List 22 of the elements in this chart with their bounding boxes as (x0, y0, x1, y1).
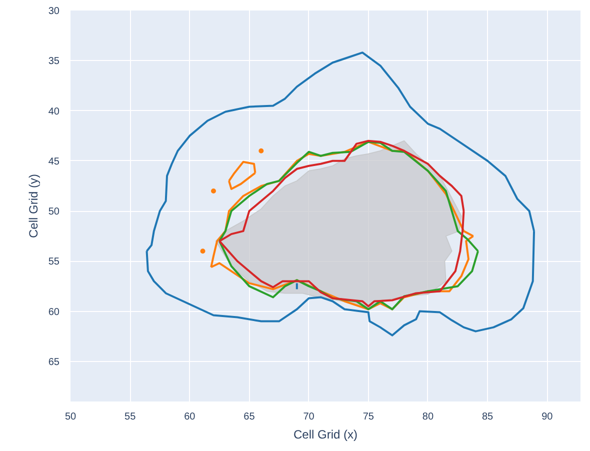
point (200, 248, 206, 254)
x-tick-label: 85 (482, 412, 494, 422)
x-tick-label: 90 (542, 412, 554, 422)
x-tick-label: 60 (184, 412, 196, 422)
y-tick-label: 35 (48, 56, 60, 68)
x-tick-label: 80 (422, 412, 434, 422)
y-tick-label: 40 (48, 106, 60, 118)
point (258, 148, 264, 154)
y-tick-label: 50 (48, 206, 60, 218)
x-axis-title: Cell Grid (x) (294, 428, 358, 442)
x-tick-label: 70 (303, 412, 315, 422)
point (210, 188, 216, 194)
x-tick-label: 50 (64, 412, 76, 422)
y-tick-label: 60 (48, 306, 60, 318)
y-tick-label: 45 (48, 156, 60, 168)
x-tick-label: 55 (124, 412, 136, 422)
y-tick-label: 30 (48, 6, 60, 17)
y-tick-label: 55 (48, 256, 60, 268)
x-tick-label: 65 (244, 412, 256, 422)
y-axis-title: Cell Grid (y) (26, 174, 40, 238)
y-tick-label: 65 (48, 356, 60, 368)
x-tick-label: 75 (362, 412, 374, 422)
